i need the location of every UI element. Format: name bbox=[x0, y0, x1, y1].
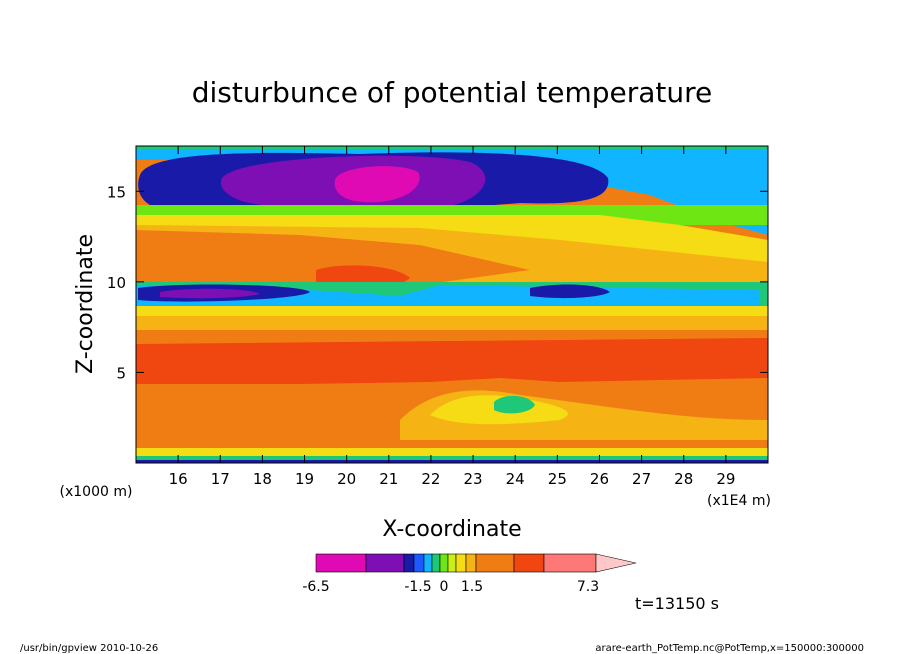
x-tick-label: 17 bbox=[211, 470, 230, 488]
x-tick-label: 26 bbox=[590, 470, 609, 488]
band-yellow-9 bbox=[136, 306, 768, 316]
band-blue-10 bbox=[138, 284, 610, 302]
colorbar-tick-label: -6.5 bbox=[302, 579, 329, 595]
chart-title: disturbunce of potential temperature bbox=[192, 76, 713, 109]
y-unit-label: (x1000 m) bbox=[60, 484, 133, 500]
x-tick-label: 19 bbox=[295, 470, 314, 488]
colorbar-swatch bbox=[403, 553, 415, 573]
colorbar-swatch bbox=[455, 553, 467, 573]
band-bottom-yellow bbox=[136, 448, 768, 456]
colorbar-tick-label: 0 bbox=[440, 579, 449, 595]
x-tick-label: 18 bbox=[253, 470, 272, 488]
colorbar-swatch bbox=[315, 553, 367, 573]
y-tick-label: 15 bbox=[107, 183, 126, 201]
x-ticks: 16 17 18 19 20 21 22 23 24 25 26 27 28 29 bbox=[169, 146, 735, 488]
footer-right: arare-earth_PotTemp.nc@PotTemp,x=150000:… bbox=[595, 643, 864, 654]
x-tick-label: 21 bbox=[379, 470, 398, 488]
colorbar-tick-label: -1.5 bbox=[404, 579, 431, 595]
band-bottom-blue bbox=[136, 460, 768, 463]
colorbar-swatch bbox=[423, 553, 433, 573]
x-tick-label: 27 bbox=[632, 470, 651, 488]
x-tick-label: 22 bbox=[421, 470, 440, 488]
x-tick-label: 23 bbox=[464, 470, 483, 488]
x-tick-label: 29 bbox=[716, 470, 735, 488]
colorbar-swatch bbox=[365, 553, 405, 573]
colorbar-swatch bbox=[413, 553, 425, 573]
y-ticks: 5 10 15 bbox=[107, 183, 768, 382]
time-label: t=13150 s bbox=[635, 594, 719, 613]
band-red-6 bbox=[136, 338, 768, 384]
colorbar: -6.5 -1.5 0 1.5 7.3 bbox=[302, 553, 637, 595]
band-purple-10 bbox=[160, 288, 260, 299]
x-tick-label: 20 bbox=[337, 470, 356, 488]
colorbar-tick-label: 1.5 bbox=[461, 579, 483, 595]
colorbar-arrow bbox=[595, 553, 637, 573]
band-lower-green bbox=[494, 395, 535, 414]
colorbar-swatch bbox=[465, 553, 477, 573]
colorbar-swatch bbox=[513, 553, 545, 573]
y-axis-label: Z-coordinate bbox=[73, 234, 98, 374]
band-magenta-top bbox=[334, 166, 420, 203]
band-bottom-green bbox=[136, 456, 768, 460]
band-orange-8 bbox=[136, 316, 768, 330]
x-unit-label: (x1E4 m) bbox=[707, 493, 771, 509]
plot-frame bbox=[135, 145, 769, 464]
colorbar-tick-label: 7.3 bbox=[577, 579, 599, 595]
x-tick-label: 16 bbox=[169, 470, 188, 488]
band-cyan-top bbox=[136, 150, 768, 235]
footer-left: /usr/bin/gpview 2010-10-26 bbox=[20, 643, 158, 654]
colorbar-swatch bbox=[431, 553, 441, 573]
x-axis-label: X-coordinate bbox=[382, 517, 521, 542]
y-tick-label: 10 bbox=[107, 274, 126, 292]
x-tick-label: 24 bbox=[506, 470, 525, 488]
colorbar-swatch bbox=[475, 553, 515, 573]
colorbar-swatch bbox=[543, 553, 597, 573]
colorbar-swatch bbox=[439, 553, 449, 573]
x-tick-label: 25 bbox=[548, 470, 567, 488]
x-tick-label: 28 bbox=[674, 470, 693, 488]
y-tick-label: 5 bbox=[116, 364, 126, 382]
colorbar-swatch bbox=[447, 553, 457, 573]
contour-field bbox=[136, 146, 768, 463]
band-darkorange-mid bbox=[136, 230, 530, 290]
